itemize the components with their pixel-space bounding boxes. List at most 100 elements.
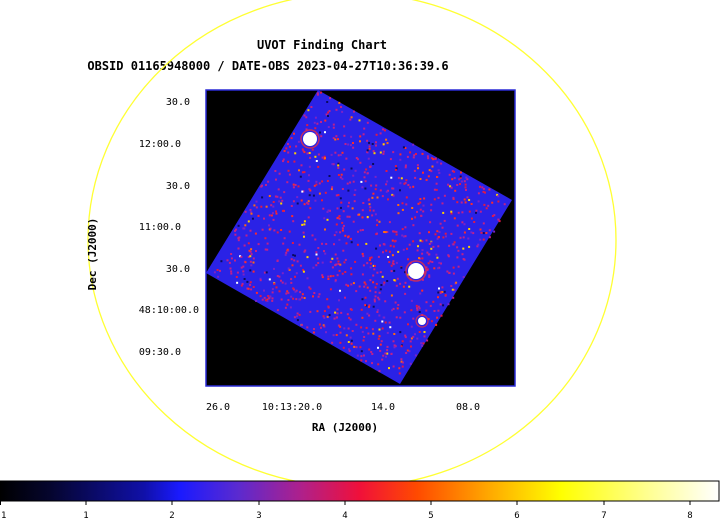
noise-pixel bbox=[451, 288, 454, 291]
noise-pixel bbox=[468, 245, 471, 248]
noise-pixel bbox=[321, 180, 324, 183]
noise-pixel bbox=[440, 314, 443, 317]
noise-pixel bbox=[436, 176, 439, 178]
noise-pixel bbox=[360, 350, 363, 353]
noise-pixel bbox=[482, 187, 485, 190]
y-tick-label: 11:00.0 bbox=[139, 222, 181, 233]
noise-pixel bbox=[464, 183, 467, 186]
noise-pixel bbox=[396, 277, 399, 280]
noise-pixel bbox=[426, 269, 429, 272]
exposure-field bbox=[206, 90, 512, 384]
noise-pixel bbox=[369, 257, 372, 259]
noise-pixel bbox=[315, 183, 318, 186]
noise-pixel bbox=[314, 127, 317, 130]
noise-pixel bbox=[350, 273, 353, 276]
noise-pixel bbox=[283, 191, 286, 194]
noise-pixel bbox=[503, 203, 506, 206]
noise-pixel bbox=[401, 202, 404, 205]
noise-pixel bbox=[354, 189, 357, 192]
noise-pixel bbox=[298, 243, 301, 246]
noise-pixel bbox=[399, 316, 402, 319]
noise-pixel bbox=[319, 131, 321, 134]
noise-pixel bbox=[368, 145, 371, 148]
noise-pixel bbox=[404, 164, 407, 167]
noise-pixel bbox=[300, 164, 303, 167]
noise-pixel bbox=[313, 121, 316, 124]
x-axis-label: RA (J2000) bbox=[312, 421, 378, 434]
noise-pixel bbox=[426, 155, 429, 158]
noise-pixel bbox=[391, 254, 394, 257]
noise-pixel bbox=[299, 264, 302, 267]
noise-pixel bbox=[461, 211, 464, 214]
noise-pixel bbox=[265, 271, 268, 274]
noise-pixel bbox=[412, 335, 415, 338]
noise-pixel bbox=[419, 292, 422, 295]
noise-pixel bbox=[475, 211, 477, 214]
noise-pixel bbox=[315, 253, 318, 256]
noise-pixel bbox=[375, 133, 378, 136]
noise-pixel bbox=[376, 232, 378, 235]
noise-pixel bbox=[301, 171, 304, 174]
noise-pixel bbox=[213, 271, 216, 274]
noise-pixel bbox=[379, 349, 382, 352]
noise-pixel bbox=[349, 318, 352, 321]
noise-pixel bbox=[226, 259, 229, 262]
noise-pixel bbox=[366, 286, 369, 289]
noise-pixel bbox=[374, 175, 377, 178]
noise-pixel bbox=[324, 157, 326, 160]
noise-pixel bbox=[376, 224, 378, 227]
noise-pixel bbox=[450, 210, 453, 213]
noise-pixel bbox=[291, 264, 294, 267]
noise-pixel bbox=[308, 165, 311, 168]
noise-pixel bbox=[441, 286, 444, 289]
noise-pixel bbox=[361, 316, 364, 319]
noise-pixel bbox=[295, 145, 298, 148]
noise-pixel bbox=[377, 255, 380, 258]
noise-pixel bbox=[483, 203, 486, 206]
noise-pixel bbox=[397, 250, 400, 253]
noise-pixel bbox=[340, 206, 342, 209]
noise-pixel bbox=[402, 248, 405, 251]
noise-pixel bbox=[332, 123, 335, 126]
noise-pixel bbox=[317, 153, 320, 156]
noise-pixel bbox=[493, 214, 496, 217]
noise-pixel bbox=[460, 201, 463, 204]
x-tick-label: 10:13:20.0 bbox=[262, 402, 322, 413]
noise-pixel bbox=[352, 220, 355, 223]
noise-pixel bbox=[479, 185, 481, 188]
noise-pixel bbox=[479, 210, 482, 213]
noise-pixel bbox=[290, 295, 293, 298]
noise-pixel bbox=[481, 186, 484, 189]
colorbar-tick-label: 3 bbox=[256, 511, 261, 521]
noise-pixel bbox=[316, 310, 319, 313]
noise-pixel bbox=[329, 209, 331, 212]
noise-pixel bbox=[488, 188, 491, 191]
noise-pixel bbox=[433, 188, 436, 191]
noise-pixel bbox=[290, 137, 293, 140]
noise-pixel bbox=[353, 200, 356, 203]
noise-pixel bbox=[350, 308, 353, 311]
noise-pixel bbox=[273, 282, 276, 285]
noise-pixel bbox=[282, 160, 284, 163]
noise-pixel bbox=[334, 253, 337, 256]
noise-pixel bbox=[298, 298, 301, 301]
noise-pixel bbox=[392, 151, 395, 154]
noise-pixel bbox=[368, 305, 370, 308]
noise-pixel bbox=[456, 224, 459, 227]
noise-pixel bbox=[433, 198, 436, 201]
noise-pixel bbox=[252, 286, 255, 288]
noise-pixel bbox=[306, 152, 309, 155]
noise-pixel bbox=[437, 196, 440, 199]
noise-pixel bbox=[297, 185, 300, 188]
noise-pixel bbox=[480, 231, 483, 234]
noise-pixel bbox=[375, 141, 377, 144]
noise-pixel bbox=[331, 341, 334, 344]
noise-pixel bbox=[385, 183, 388, 186]
noise-pixel bbox=[287, 143, 289, 145]
noise-pixel bbox=[404, 166, 407, 169]
noise-pixel bbox=[416, 308, 419, 311]
noise-pixel bbox=[421, 278, 424, 281]
noise-pixel bbox=[341, 188, 344, 190]
noise-pixel bbox=[267, 180, 270, 183]
noise-pixel bbox=[329, 97, 331, 100]
